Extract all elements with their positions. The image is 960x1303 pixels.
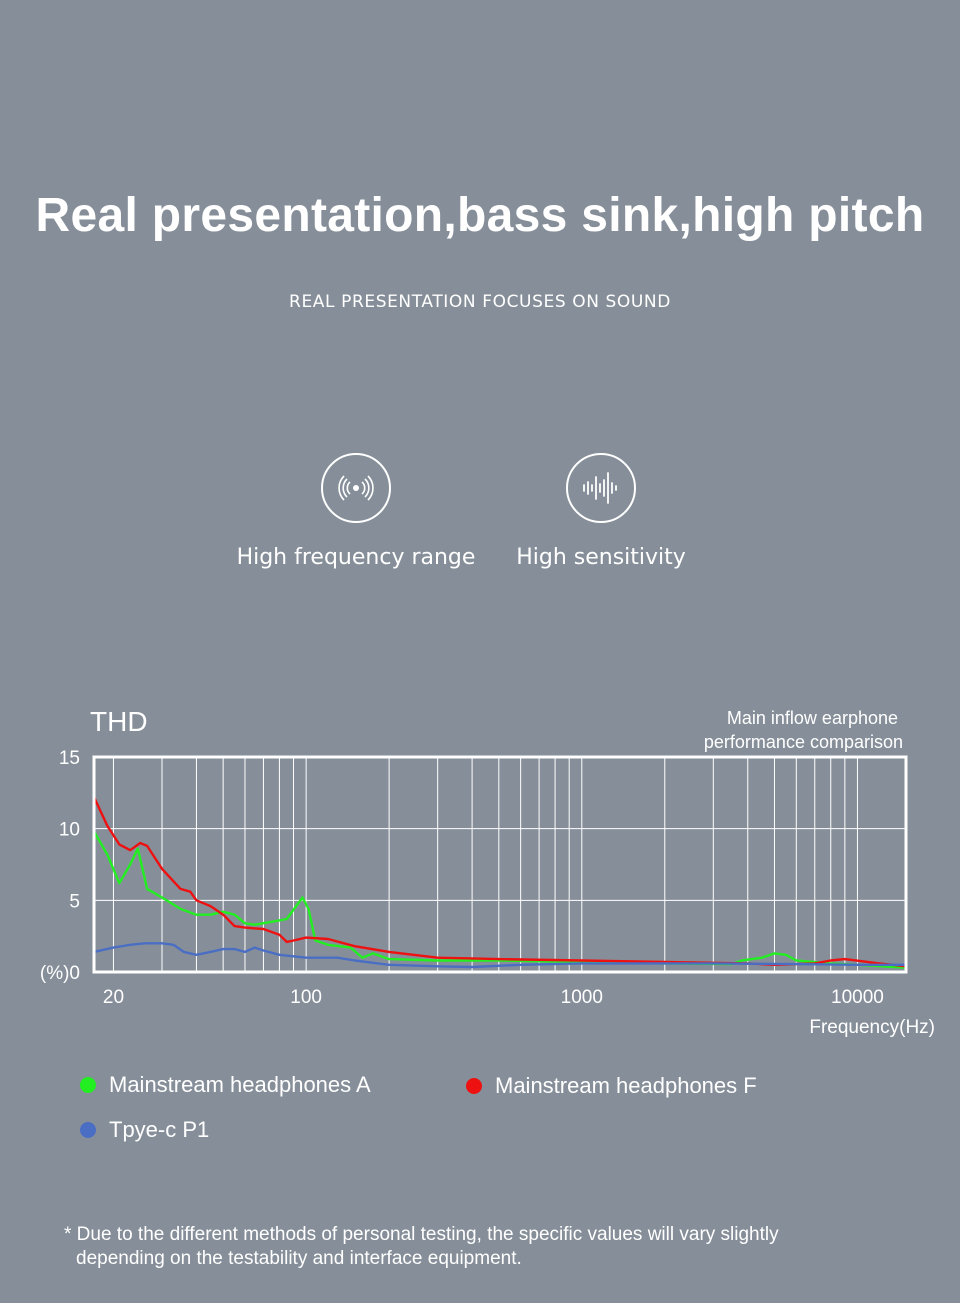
- y-tick-label: 10: [59, 820, 80, 841]
- x-axis-label: Frequency(Hz): [809, 1017, 935, 1038]
- page-subheadline: REAL PRESENTATION FOCUSES ON SOUND: [289, 292, 671, 312]
- legend-dot: [80, 1077, 96, 1093]
- chart-title: THD: [90, 706, 148, 737]
- legend-dot: [466, 1078, 482, 1094]
- chart-subtitle-line1: Main inflow earphone: [727, 708, 898, 728]
- y-tick-label: 5: [69, 891, 80, 912]
- feature-high-sensitivity: High sensitivity: [481, 453, 721, 570]
- chart-series: [92, 796, 907, 969]
- legend-label: Mainstream headphones F: [495, 1073, 757, 1098]
- series-line: [92, 830, 907, 969]
- legend-label: Mainstream headphones A: [109, 1072, 371, 1097]
- series-line: [92, 796, 907, 968]
- series-line: [93, 942, 906, 969]
- page-headline: Real presentation,bass sink,high pitch: [35, 189, 925, 242]
- sound-wave-rings-icon: [321, 453, 391, 523]
- feature-label: High frequency range: [236, 545, 476, 570]
- y-tick-label: (%)0: [40, 963, 80, 984]
- chart-axis-labels: 20 100 1000 10000 (%)0 5 10 15: [40, 748, 884, 1008]
- x-tick-label: 20: [103, 987, 124, 1008]
- legend-item-p1: Tpye-c P1: [80, 1117, 209, 1143]
- plot-frame: [92, 755, 908, 974]
- footnote: * Due to the different methods of person…: [64, 1223, 884, 1271]
- chart-grid: [94, 757, 906, 972]
- legend-item-f: Mainstream headphones F: [466, 1073, 757, 1099]
- legend-item-a: Mainstream headphones A: [80, 1072, 371, 1098]
- feature-high-frequency-range: High frequency range: [236, 453, 476, 570]
- x-tick-label: 100: [290, 987, 322, 1008]
- audio-waveform-icon: [566, 453, 636, 523]
- thd-chart: THD Main inflow earphone performance com…: [40, 706, 935, 1038]
- feature-label: High sensitivity: [516, 545, 686, 570]
- footnote-line: * Due to the different methods of person…: [64, 1224, 779, 1245]
- chart-subtitle-line2: performance comparison: [704, 732, 903, 752]
- x-tick-label: 1000: [561, 987, 603, 1008]
- legend-dot: [80, 1122, 96, 1138]
- y-tick-label: 15: [59, 748, 80, 769]
- legend-label: Tpye-c P1: [109, 1117, 210, 1142]
- footnote-line: depending on the testability and interfa…: [76, 1248, 522, 1269]
- x-tick-label: 10000: [831, 987, 884, 1008]
